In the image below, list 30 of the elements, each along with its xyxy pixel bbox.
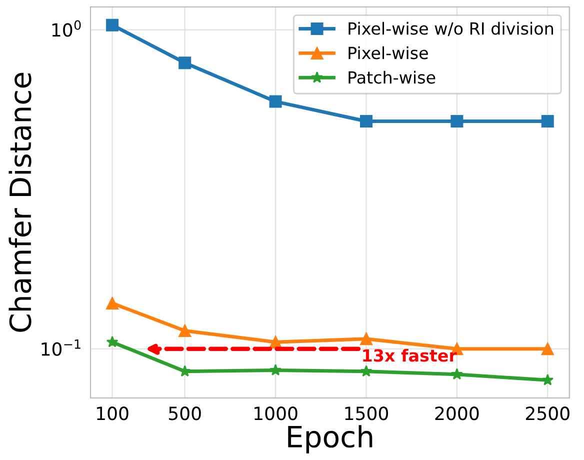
legend-label: Patch-wise xyxy=(348,70,436,84)
x-tick-label: 1500 xyxy=(345,406,388,420)
point xyxy=(178,324,192,337)
x-tick-label: 500 xyxy=(169,406,201,420)
point xyxy=(541,114,554,128)
x-tick-label: 100 xyxy=(97,406,128,420)
x-tick-label: 2500 xyxy=(526,406,570,420)
point xyxy=(450,368,463,380)
y-tick-label: 10$^{−1}$ xyxy=(42,339,80,356)
y-tick-label: 10$^{0}$ xyxy=(52,20,81,37)
point xyxy=(270,364,282,376)
point xyxy=(106,18,119,32)
point xyxy=(106,336,118,348)
y-axis-title: Chamfer Distance xyxy=(8,72,32,332)
legend-label: Pixel-wise w/o RI division xyxy=(348,22,553,36)
x-tick-label: 2000 xyxy=(435,406,479,420)
point xyxy=(360,365,372,377)
legend-label: Pixel-wise xyxy=(348,46,428,60)
point xyxy=(269,95,282,108)
point xyxy=(178,56,192,70)
point xyxy=(542,374,554,386)
point xyxy=(360,114,372,128)
point xyxy=(450,114,464,128)
x-tick-label: 1000 xyxy=(254,406,298,420)
point xyxy=(541,342,554,356)
point xyxy=(106,296,119,310)
point xyxy=(178,365,191,377)
annotation: 13x faster xyxy=(363,348,457,362)
point xyxy=(360,332,372,346)
x-axis-title: Epoch xyxy=(288,425,372,454)
